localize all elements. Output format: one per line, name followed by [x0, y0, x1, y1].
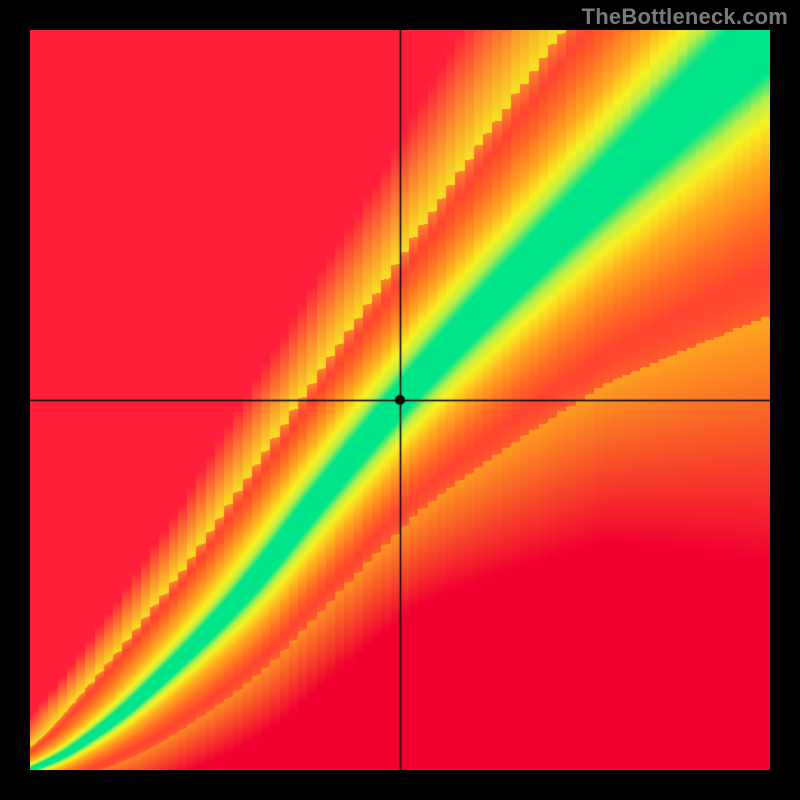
- figure-container: TheBottleneck.com: [0, 0, 800, 800]
- bottleneck-heatmap: [30, 30, 770, 770]
- watermark-text: TheBottleneck.com: [582, 4, 788, 30]
